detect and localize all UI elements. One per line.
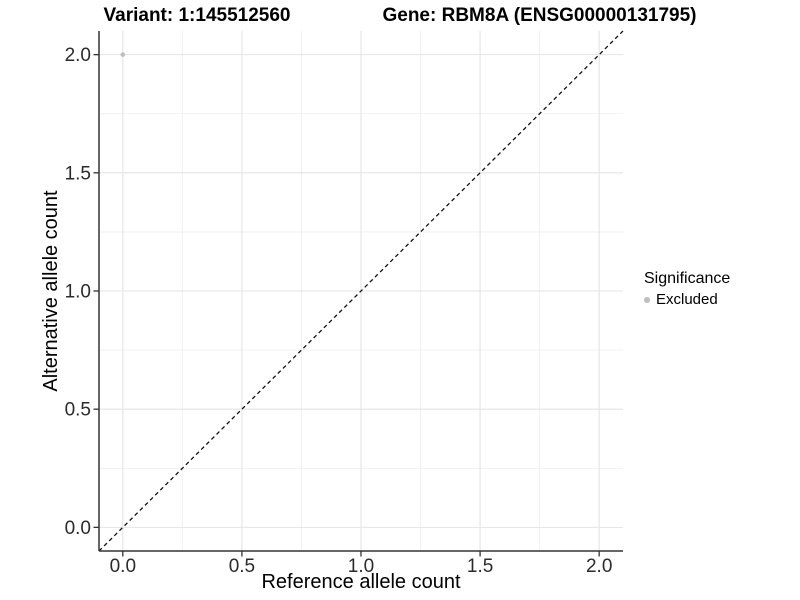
x-axis-title: Reference allele count bbox=[261, 571, 461, 593]
y-tick-label: 2.0 bbox=[65, 45, 91, 66]
y-tick-label: 0.0 bbox=[65, 518, 91, 539]
x-tick-label: 0.5 bbox=[229, 556, 255, 577]
data-point bbox=[120, 52, 126, 57]
variant-title: Variant: 1:145512560 bbox=[103, 5, 291, 26]
legend-item-excluded: Excluded bbox=[644, 291, 730, 309]
gene-title: Gene: RBM8A (ENSG00000131795) bbox=[382, 5, 697, 26]
legend: Significance Excluded bbox=[644, 269, 730, 309]
plot-title-row: Variant: 1:145512560 Gene: RBM8A (ENSG00… bbox=[0, 6, 800, 26]
y-tick-label: 0.5 bbox=[65, 400, 91, 421]
y-tick-label: 1.0 bbox=[65, 282, 91, 303]
y-tick-label: 1.5 bbox=[65, 163, 91, 184]
x-tick-label: 2.0 bbox=[586, 556, 612, 577]
legend-title: Significance bbox=[644, 270, 731, 287]
x-tick-label: 1.0 bbox=[348, 556, 374, 577]
x-tick-label: 1.5 bbox=[467, 556, 493, 577]
legend-item-label: Excluded bbox=[656, 291, 718, 308]
x-tick-label: 0.0 bbox=[110, 556, 136, 577]
y-axis-title: Alternative allele count bbox=[40, 190, 62, 392]
legend-point-icon bbox=[644, 297, 650, 303]
identity-dashed-line bbox=[98, 30, 624, 552]
